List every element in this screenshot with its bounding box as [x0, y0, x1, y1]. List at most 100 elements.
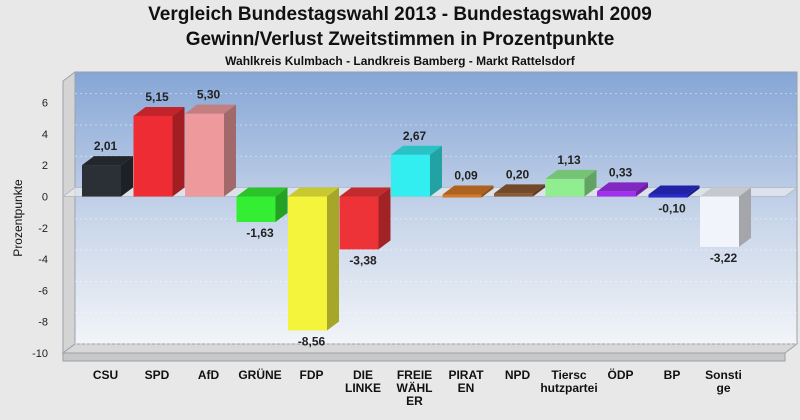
chart-title: Vergleich Bundestagswahl 2013 - Bundesta… — [148, 4, 652, 25]
bar-side — [533, 184, 545, 197]
bar-top — [442, 185, 494, 195]
x-tick-label: ge — [716, 381, 730, 395]
data-label: 0,20 — [506, 167, 530, 181]
y-tick-label: 4 — [42, 129, 48, 141]
bar-top — [185, 104, 236, 114]
bar[interactable] — [545, 169, 597, 197]
data-label: 5,15 — [145, 90, 169, 104]
bar-front — [494, 193, 533, 197]
bar-top — [597, 182, 648, 192]
bar-top — [545, 169, 597, 179]
bar[interactable] — [133, 106, 185, 197]
plot-side-wall — [62, 71, 76, 354]
x-tick-label: FDP — [300, 368, 324, 382]
data-label: -8,56 — [298, 334, 326, 348]
bar-side — [327, 187, 339, 331]
y-axis-label: Prozentpunkte — [11, 179, 25, 257]
x-tick-label: AfD — [198, 368, 220, 382]
bar[interactable] — [442, 185, 494, 198]
x-tick-label: LINKE — [345, 381, 381, 395]
data-label: 2,01 — [94, 139, 118, 153]
bar-side — [481, 185, 494, 198]
x-tick-label: EN — [458, 381, 475, 395]
bar[interactable] — [185, 104, 236, 197]
bar-side — [584, 169, 597, 197]
bar-top — [700, 187, 751, 197]
chart-caption: Wahlkreis Kulmbach - Landkreis Bamberg -… — [225, 54, 575, 68]
bar-side — [224, 104, 236, 197]
data-label: 2,67 — [403, 129, 427, 143]
data-label: -1,63 — [246, 226, 274, 240]
bar-side — [687, 185, 700, 198]
x-tick-label: ER — [406, 394, 423, 408]
data-label: -3,38 — [349, 253, 377, 267]
x-tick-label: DIE — [353, 368, 373, 382]
bar-side — [121, 156, 133, 197]
bar[interactable] — [339, 187, 391, 250]
bar-top — [339, 187, 391, 197]
bar-top — [648, 185, 700, 195]
bar-front — [133, 115, 173, 197]
bar-top — [82, 156, 133, 166]
y-tick-label: 2 — [42, 160, 48, 172]
y-tick-label: 6 — [42, 98, 48, 110]
bar-top — [288, 187, 339, 197]
bar-front — [700, 196, 739, 247]
bar-front — [545, 178, 585, 197]
plot-floor — [61, 343, 799, 354]
x-tick-label: CSU — [93, 368, 118, 382]
bar[interactable] — [597, 182, 648, 197]
bar-side — [172, 106, 185, 197]
x-tick-label: ÖDP — [607, 367, 633, 382]
data-label: 1,13 — [557, 153, 581, 167]
y-tick-label: -4 — [38, 254, 48, 266]
data-label: -0,10 — [658, 202, 686, 216]
bar[interactable] — [236, 187, 288, 223]
bar-top — [391, 145, 442, 155]
bar-front — [391, 154, 430, 197]
bar-front — [442, 194, 482, 198]
bar-side — [275, 187, 288, 223]
x-tick-label: GRÜNE — [238, 367, 281, 382]
x-tick-label: SPD — [145, 368, 170, 382]
bar-side — [378, 187, 391, 250]
bar-front — [185, 113, 224, 197]
x-tick-label: PIRAT — [448, 368, 484, 382]
plot-floor-edge — [62, 352, 786, 362]
bar-front — [236, 196, 276, 223]
data-label: 0,09 — [454, 169, 478, 183]
x-tick-label: BP — [664, 368, 681, 382]
x-tick-label: Tiersc — [551, 368, 586, 382]
bar[interactable] — [700, 187, 751, 247]
bar-top — [236, 187, 288, 197]
bar[interactable] — [494, 184, 545, 197]
bar-front — [648, 194, 688, 198]
bar-front — [597, 191, 636, 197]
bar-top — [133, 106, 185, 116]
x-tick-label: Sonsti — [705, 368, 742, 382]
bar[interactable] — [648, 185, 700, 198]
data-label: -3,22 — [710, 251, 738, 265]
data-label: 0,33 — [609, 165, 633, 179]
y-tick-label: -8 — [38, 317, 48, 329]
y-tick-label: -2 — [38, 223, 48, 235]
x-tick-label: NPD — [505, 368, 531, 382]
chart-subtitle: Gewinn/Verlust Zweitstimmen in Prozentpu… — [185, 29, 615, 50]
bar-side — [739, 187, 751, 247]
x-tick-label: WÄHL — [397, 380, 433, 395]
bar-front — [288, 196, 327, 331]
y-tick-label: -6 — [38, 285, 48, 297]
bar[interactable] — [82, 156, 133, 197]
bar[interactable] — [391, 145, 442, 197]
y-tick-label: -10 — [32, 348, 48, 360]
bar[interactable] — [288, 187, 339, 331]
bar-front — [339, 196, 379, 250]
x-tick-label: FREIE — [397, 368, 432, 382]
bar-top — [494, 184, 545, 194]
x-tick-label: hutzpartei — [540, 381, 597, 395]
data-label: 5,30 — [197, 88, 221, 102]
bar-front — [82, 165, 121, 197]
bar-side — [636, 182, 648, 197]
